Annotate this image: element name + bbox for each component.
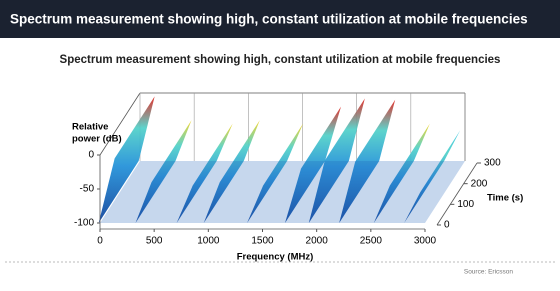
chart: Spectrum measurement showing high, const… xyxy=(0,0,560,291)
x-tick-label: 1000 xyxy=(197,236,220,247)
x-axis-label: Frequency (MHz) xyxy=(237,252,314,263)
z-tick-label: 300 xyxy=(484,158,501,169)
source: Source: Ericsson xyxy=(464,269,514,276)
x-tick-label: 2000 xyxy=(306,236,329,247)
z-tick-label: 200 xyxy=(471,178,488,189)
floor xyxy=(100,161,465,223)
y-axis-label: Relative xyxy=(72,122,108,133)
z-tick-label: 100 xyxy=(457,199,474,210)
y-axis-label: power (dB) xyxy=(72,134,122,145)
header-title: Spectrum measurement showing high, const… xyxy=(10,12,528,27)
z-tick-label: 0 xyxy=(444,220,450,231)
y-tick-label: -100 xyxy=(74,218,94,229)
x-tick-label: 2500 xyxy=(360,236,383,247)
z-axis-label: Time (s) xyxy=(487,193,523,204)
x-tick-label: 500 xyxy=(146,236,163,247)
page: Spectrum measurement showing high, const… xyxy=(0,0,560,291)
x-tick-label: 1500 xyxy=(251,236,274,247)
y-tick-label: 0 xyxy=(88,150,94,161)
y-tick-label: -50 xyxy=(80,184,95,195)
x-tick-label: 3000 xyxy=(414,236,437,247)
x-tick-label: 0 xyxy=(97,236,103,247)
chart-title: Spectrum measurement showing high, const… xyxy=(60,54,501,66)
